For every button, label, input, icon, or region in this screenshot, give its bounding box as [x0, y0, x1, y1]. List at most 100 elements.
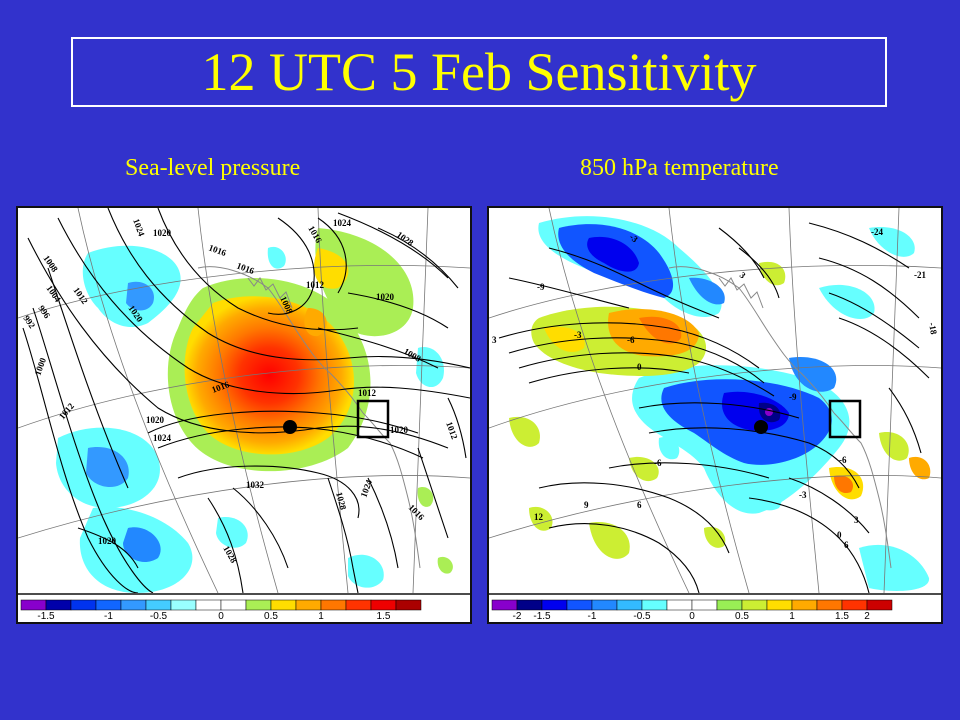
850hpa-temperature-panel: -24 -21 -18 -9 3 -3 -6 0 -3 3 -9 -6 -3 -… — [487, 206, 943, 624]
contour-label: -9 — [789, 392, 797, 402]
colorbar-swatch — [791, 599, 818, 611]
colorbar-swatch — [641, 599, 668, 611]
colorbar-swatch — [20, 599, 47, 611]
colorbar-label: -1 — [588, 611, 597, 622]
colorbar-swatch — [566, 599, 593, 611]
colorbar-label: -0.5 — [633, 611, 651, 622]
colorbar-swatch — [841, 599, 868, 611]
contour-label: -6 — [654, 458, 662, 468]
colorbar-swatch — [120, 599, 147, 611]
isobar-label: 1028 — [334, 491, 348, 511]
positive-sensitivity-shading — [509, 261, 931, 559]
colorbar-label: 0.5 — [735, 611, 749, 622]
colorbar-label: 1 — [318, 611, 324, 622]
colorbar-label: 2 — [864, 611, 870, 622]
colorbar-swatches — [20, 599, 422, 611]
colorbar-label: -2 — [513, 611, 522, 622]
contour-label: -3 — [799, 490, 807, 500]
isobars — [22, 208, 470, 593]
sensitivity-target-point — [754, 420, 768, 434]
isobar-label: 1024 — [131, 217, 147, 238]
colorbar-swatch — [320, 599, 347, 611]
contour-label: 6 — [844, 540, 849, 550]
isobar-label: 1004 — [44, 283, 63, 304]
colorbar-labels: -1.5 -1 -0.5 0 0.5 1 1.5 — [37, 611, 391, 622]
colorbar-swatch — [295, 599, 322, 611]
colorbar-swatch — [145, 599, 172, 611]
colorbar-label: -1.5 — [37, 611, 55, 622]
isobar-label: 1020 — [98, 536, 117, 546]
colorbar-swatch — [591, 599, 618, 611]
positive-sensitivity-shading — [167, 228, 453, 574]
contour-label: -24 — [871, 227, 883, 237]
colorbar-label: -1 — [104, 611, 113, 622]
contour-label: -3 — [574, 330, 582, 340]
sensitivity-target-point — [283, 420, 297, 434]
colorbar-swatch — [716, 599, 743, 611]
isobar-label: 1024 — [153, 433, 172, 443]
verification-region-box — [356, 399, 390, 439]
right-panel-subtitle: 850 hPa temperature — [580, 155, 779, 181]
sea-level-pressure-colorbar: -1.5 -1 -0.5 0 0.5 1 1.5 — [20, 599, 422, 622]
850hpa-temperature-colorbar: -2 -1.5 -1 -0.5 0 0.5 1 1.5 2 — [491, 599, 893, 622]
isobar-label: 1032 — [246, 480, 265, 490]
isobar-label: 1012 — [306, 280, 325, 290]
sea-level-pressure-map: 1024 1020 1016 1016 1024 1028 1008 1004 … — [18, 208, 470, 622]
contour-label: -6 — [839, 455, 847, 465]
negative-sensitivity-shading — [56, 245, 444, 593]
isobar-label: 1024 — [358, 478, 374, 499]
contour-label: 6 — [637, 500, 642, 510]
isobar-label: 996 — [36, 303, 52, 320]
contour-label: 3 — [738, 270, 748, 281]
colorbar-label: 0 — [689, 611, 695, 622]
colorbar-label: -1.5 — [533, 611, 551, 622]
colorbar-swatch — [95, 599, 122, 611]
850hpa-temperature-map: -24 -21 -18 -9 3 -3 -6 0 -3 3 -9 -6 -3 -… — [489, 208, 941, 622]
colorbar-swatch — [45, 599, 72, 611]
colorbar-label: 1.5 — [377, 611, 391, 622]
left-panel-subtitle: Sea-level pressure — [125, 155, 301, 181]
colorbar-label: 0.5 — [264, 611, 278, 622]
contour-label: 3 — [492, 335, 497, 345]
temperature-contours — [498, 222, 930, 593]
map-grid — [489, 208, 941, 593]
page-title: 12 UTC 5 Feb Sensitivity — [201, 42, 757, 102]
isobar-label: 1000 — [32, 356, 48, 377]
contour-label: -18 — [927, 322, 939, 336]
colorbar-swatch — [345, 599, 372, 611]
colorbar-label: 1 — [789, 611, 795, 622]
contour-label: 0 — [637, 362, 642, 372]
colorbar-label: 1.5 — [835, 611, 849, 622]
colorbar-swatch — [270, 599, 297, 611]
verification-region-box — [828, 399, 862, 439]
contour-label: -9 — [537, 282, 545, 292]
coastline — [668, 266, 892, 569]
colorbar-swatch — [741, 599, 768, 611]
colorbar-swatch — [541, 599, 568, 611]
title-box: 12 UTC 5 Feb Sensitivity — [71, 37, 887, 107]
sea-level-pressure-panel: 1024 1020 1016 1016 1024 1028 1008 1004 … — [16, 206, 472, 624]
colorbar-swatch — [370, 599, 397, 611]
colorbar-swatch — [170, 599, 197, 611]
contour-label: 9 — [584, 500, 589, 510]
isobar-label: 1020 — [153, 228, 172, 238]
colorbar-label: 0 — [218, 611, 224, 622]
colorbar-swatch — [195, 599, 222, 611]
isobar-label: 1016 — [207, 242, 228, 258]
contour-label: -21 — [914, 270, 926, 280]
contour-label: 3 — [854, 515, 859, 525]
colorbar-swatch — [866, 599, 893, 611]
colorbar-swatch — [245, 599, 272, 611]
contour-label: -6 — [627, 335, 635, 345]
colorbar-swatch — [491, 599, 518, 611]
colorbar-swatch — [691, 599, 718, 611]
contour-labels: -24 -21 -18 -9 3 -3 -6 0 -3 3 -9 -6 -3 -… — [492, 227, 939, 550]
isobar-label: 1008 — [41, 253, 60, 274]
contour-label: 0 — [837, 530, 842, 540]
colorbar-labels: -2 -1.5 -1 -0.5 0 0.5 1 1.5 2 — [513, 611, 871, 622]
isobar-label: 1024 — [333, 218, 352, 228]
colorbar-swatch — [70, 599, 97, 611]
isobar-label: 1012 — [57, 401, 77, 422]
isobar-label: 1012 — [358, 388, 377, 398]
isobar-label: 1020 — [376, 292, 395, 302]
